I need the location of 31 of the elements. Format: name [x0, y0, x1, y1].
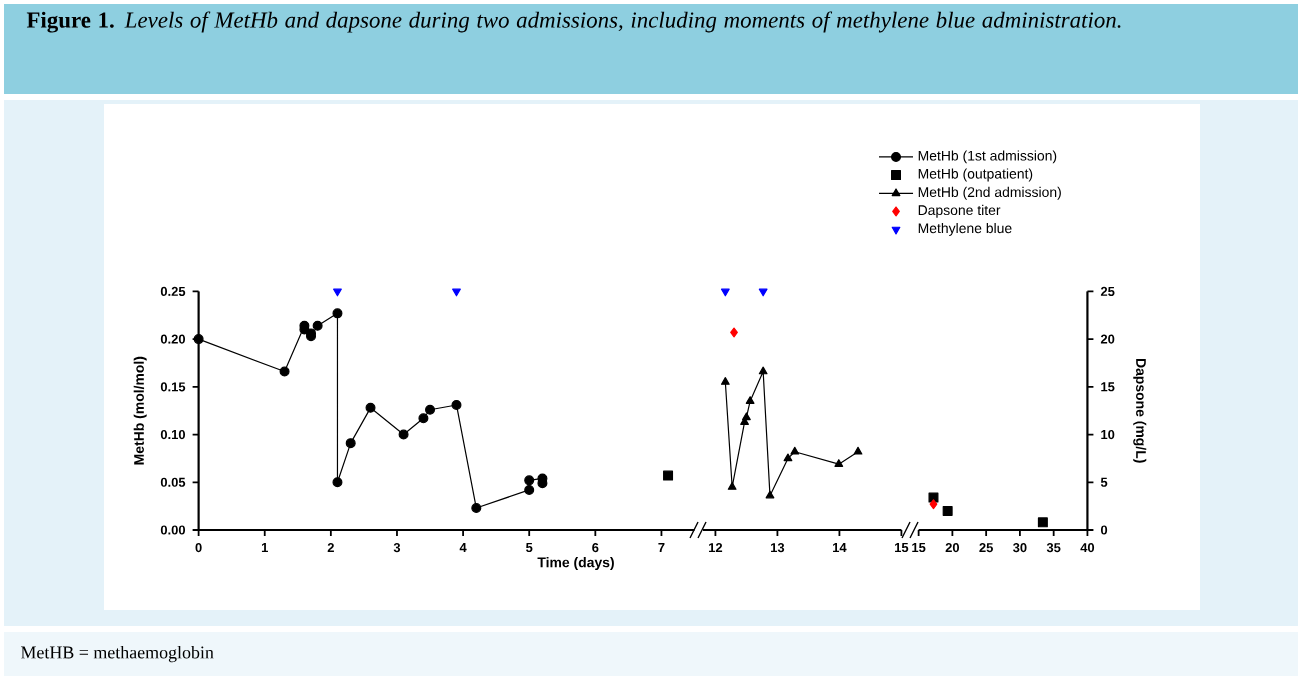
point	[720, 377, 730, 385]
chart-title: Figure 1. Levels of MetHb and dapsone during two admissions, including moments of methylene blue administration.	[26, 11, 1121, 33]
point	[425, 404, 436, 415]
point	[193, 334, 204, 345]
point	[451, 399, 462, 410]
point	[524, 475, 535, 486]
point	[742, 412, 751, 421]
text: MetHB = methaemoglobin	[21, 645, 214, 663]
point	[524, 484, 535, 495]
point	[663, 470, 674, 481]
point	[758, 366, 768, 375]
point	[365, 402, 376, 413]
point	[853, 446, 863, 455]
point	[765, 490, 775, 499]
point	[790, 446, 800, 455]
point	[279, 366, 290, 377]
point	[345, 438, 356, 449]
point	[452, 288, 461, 297]
point	[834, 459, 844, 467]
point	[720, 288, 730, 297]
point	[783, 453, 793, 462]
point	[418, 413, 429, 424]
point	[727, 482, 737, 490]
point	[332, 477, 343, 488]
point	[745, 396, 755, 404]
point	[312, 320, 323, 331]
point	[758, 288, 768, 297]
point	[333, 288, 342, 297]
point	[332, 308, 343, 319]
point	[398, 429, 409, 440]
point	[471, 503, 482, 514]
